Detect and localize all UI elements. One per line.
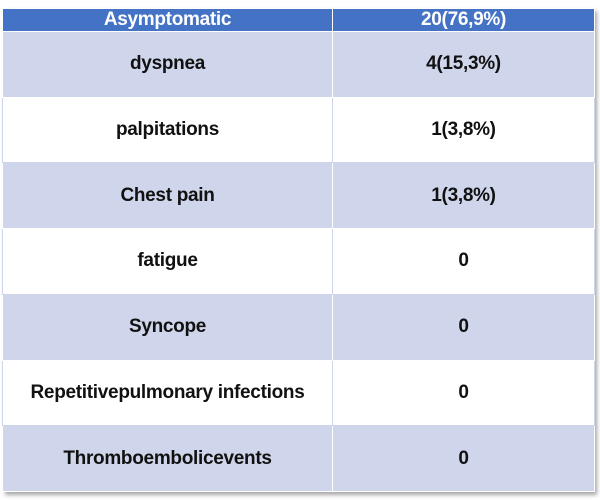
count-cell: 0 [332,293,595,361]
table-row: Syncope 0 [2,293,595,361]
header-symptom-cell: Asymptomatic [2,8,333,32]
count-cell: 0 [332,359,595,427]
symptom-cell: Syncope [2,293,333,361]
table-row: dyspnea 4(15,3%) [2,31,595,98]
count-cell: 1(3,8%) [332,96,595,164]
count-cell: 0 [332,425,595,492]
count-cell: 4(15,3%) [332,31,595,98]
symptom-cell: Chest pain [2,162,333,230]
symptom-cell: Repetitivepulmonary infections [2,359,333,427]
count-cell: 1(3,8%) [332,162,595,230]
symptoms-table-container: Asymptomatic 20(76,9%) dyspnea 4(15,3%) … [2,8,595,492]
table-row: palpitations 1(3,8%) [2,96,595,164]
symptom-cell: fatigue [2,228,333,295]
symptom-cell: Thromboembolicevents [2,425,333,492]
table-row: fatigue 0 [2,228,595,295]
symptom-cell: dyspnea [2,31,333,98]
table-row: Thromboembolicevents 0 [2,425,595,492]
symptoms-table: Asymptomatic 20(76,9%) dyspnea 4(15,3%) … [2,8,595,492]
symptom-cell: palpitations [2,96,333,164]
table-row: Repetitivepulmonary infections 0 [2,359,595,427]
table-header-row: Asymptomatic 20(76,9%) [2,8,595,32]
count-cell: 0 [332,228,595,295]
header-count-cell: 20(76,9%) [332,8,595,32]
table-row: Chest pain 1(3,8%) [2,162,595,230]
